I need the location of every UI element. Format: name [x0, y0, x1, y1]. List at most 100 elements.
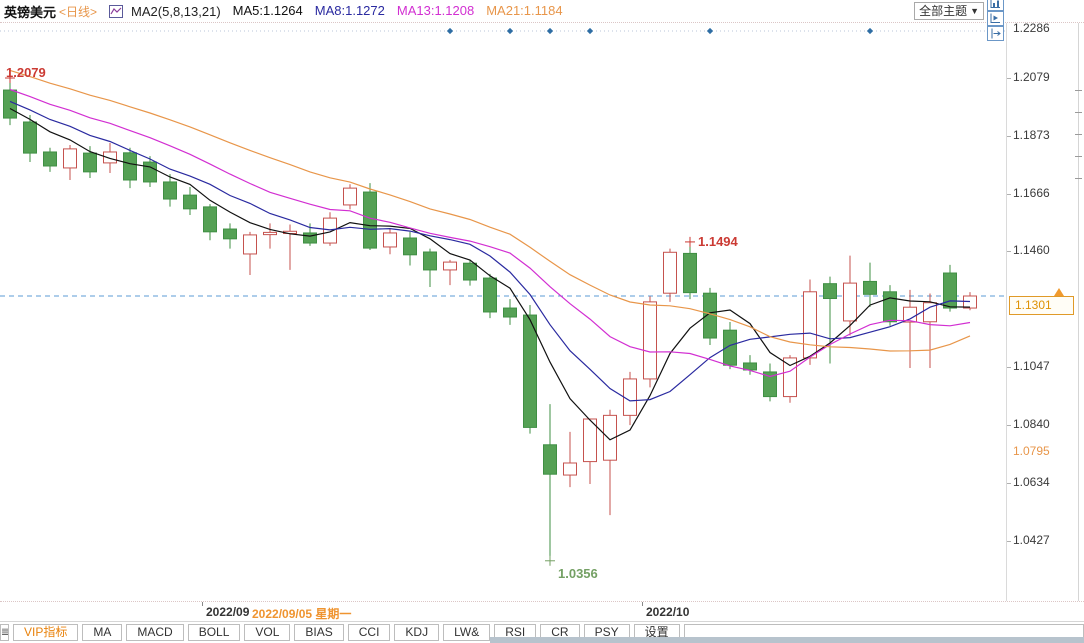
fit-chart-icon-button[interactable] — [987, 0, 1004, 11]
ma-value-label: MA8:1.1272 — [314, 3, 385, 18]
indicator-tab-lw&[interactable]: LW& — [443, 624, 491, 641]
theme-dropdown[interactable]: 全部主题 ▼ — [914, 2, 984, 20]
ma21-line — [9, 69, 971, 352]
candles — [3, 78, 977, 561]
candle-body — [723, 329, 737, 366]
candle-body — [883, 291, 897, 323]
candle-body — [343, 187, 357, 206]
mini-chart-icon[interactable] — [109, 4, 124, 18]
candle-body — [23, 121, 37, 154]
scroll-forward-icon-button[interactable] — [987, 11, 1004, 26]
candle-body — [563, 462, 577, 476]
indicator-tab-ma[interactable]: MA — [82, 624, 123, 641]
price-axis-tick — [1007, 251, 1011, 253]
candle-body — [423, 251, 437, 271]
candle-body — [863, 280, 877, 295]
indicator-tab-bias[interactable]: BIAS — [294, 624, 344, 641]
price-axis-tick — [1007, 425, 1011, 427]
event-marker-dot — [546, 27, 554, 35]
candle-body — [963, 295, 977, 309]
candle-body — [763, 371, 777, 398]
axis-zoom-tick[interactable] — [1075, 178, 1082, 179]
candlestick-chart[interactable]: 1.2079 1.1494 1.0356 — [0, 0, 1006, 601]
price-axis-tick — [1007, 482, 1011, 484]
axis-zoom-tick[interactable] — [1075, 156, 1082, 157]
candle-body — [603, 414, 617, 461]
indicator-tab-vol[interactable]: VOL — [244, 624, 291, 641]
candle-body — [43, 151, 57, 167]
indicator-tab-rsi[interactable]: RSI — [494, 624, 537, 641]
candle-body — [683, 252, 697, 294]
ma-value-label: MA13:1.1208 — [396, 3, 475, 18]
indicator-tab-boll[interactable]: BOLL — [187, 624, 241, 641]
ma-value-label: MA21:1.1184 — [486, 3, 563, 18]
selected-date-label: 2022/09/05 星期一 — [252, 607, 352, 621]
candle-body — [623, 378, 637, 416]
candle-body — [383, 232, 397, 248]
price-axis-label: 1.0427 — [1013, 532, 1050, 547]
candle-body — [783, 357, 797, 398]
ma-values: MA5:1.1264 MA8:1.1272 MA13:1.1208 MA21:1.11… — [221, 2, 563, 20]
price-axis-tick — [1007, 367, 1011, 369]
indicator-tab-vip指标[interactable]: VIP指标 — [13, 624, 79, 641]
price-axis-label: 1.0840 — [1013, 417, 1050, 432]
axis-zoom-tick[interactable] — [1075, 112, 1082, 113]
price-axis[interactable]: 1.1301 1.0795 1.2286 1.2079 1.1873 1.1666 1.… — [1006, 0, 1084, 601]
candle-body — [163, 181, 177, 200]
candle-body — [523, 314, 537, 428]
ma8-line — [9, 100, 971, 402]
indicator-tab-cci[interactable]: CCI — [347, 624, 391, 641]
candle-body — [643, 301, 657, 380]
candle-body — [123, 152, 137, 181]
candle-body — [443, 261, 457, 271]
candle-body — [903, 306, 917, 323]
price-axis-label: 1.2079 — [1013, 70, 1050, 84]
axis-zoom-tick[interactable] — [1075, 90, 1082, 91]
candle-body — [3, 89, 17, 119]
chevron-down-icon: ▼ — [970, 6, 979, 16]
period-label: <日线> — [59, 4, 98, 19]
indicator-tab-kdj[interactable]: KDJ — [394, 624, 440, 641]
annotation-price-label: 1.0356 — [558, 566, 598, 581]
candle-body — [483, 277, 497, 313]
candle-body — [83, 152, 97, 173]
event-marker-dot — [866, 27, 874, 35]
secondary-price-label: 1.0795 — [1013, 443, 1050, 458]
candle-body — [583, 418, 597, 463]
indicator-tab-cr[interactable]: CR — [540, 624, 580, 641]
price-axis-tick — [1007, 193, 1011, 195]
candle-body — [403, 237, 417, 256]
annotation-price-label: 1.1494 — [698, 234, 739, 249]
candle-body — [923, 302, 937, 323]
price-axis-label: 1.1047 — [1013, 359, 1050, 374]
toolbar-stub-icon[interactable]: ≣ — [0, 624, 9, 641]
candle-body — [463, 262, 477, 281]
chart-tool-buttons — [984, 0, 1004, 41]
candle-body — [183, 194, 197, 210]
jump-latest-icon-button[interactable] — [987, 26, 1004, 41]
event-marker-dot — [446, 27, 454, 35]
price-axis-tick — [1007, 78, 1011, 79]
candle-body — [203, 206, 217, 233]
month-label: 2022/09 — [206, 605, 250, 619]
candle-body — [243, 234, 257, 255]
price-axis-label: 1.1666 — [1013, 185, 1050, 200]
price-axis-tick — [1007, 135, 1011, 137]
time-axis[interactable]: 2022/09 2022/10 2022/09/05 星期一 — [0, 601, 1084, 622]
month-label: 2022/10 — [646, 605, 690, 619]
candle-body — [943, 272, 957, 309]
candle-body — [543, 444, 557, 475]
candle-body — [63, 148, 77, 169]
top-toolbar: 英镑美元 <日线> MA2(5,8,13,21) MA5:1.1264 MA8:1… — [0, 0, 1084, 41]
candle-body — [143, 161, 157, 183]
axis-edge-line — [1078, 18, 1079, 601]
axis-zoom-tick[interactable] — [1075, 134, 1082, 135]
price-axis-label: 1.2286 — [1013, 21, 1050, 35]
price-up-arrow-icon — [1054, 287, 1064, 296]
candle-body — [503, 307, 517, 318]
price-axis-label: 1.1873 — [1013, 127, 1050, 142]
horizontal-scrollbar[interactable] — [490, 637, 1084, 643]
indicator-tab-macd[interactable]: MACD — [126, 624, 184, 641]
ma13-line — [9, 88, 971, 378]
indicator-tab-psy[interactable]: PSY — [583, 624, 630, 641]
